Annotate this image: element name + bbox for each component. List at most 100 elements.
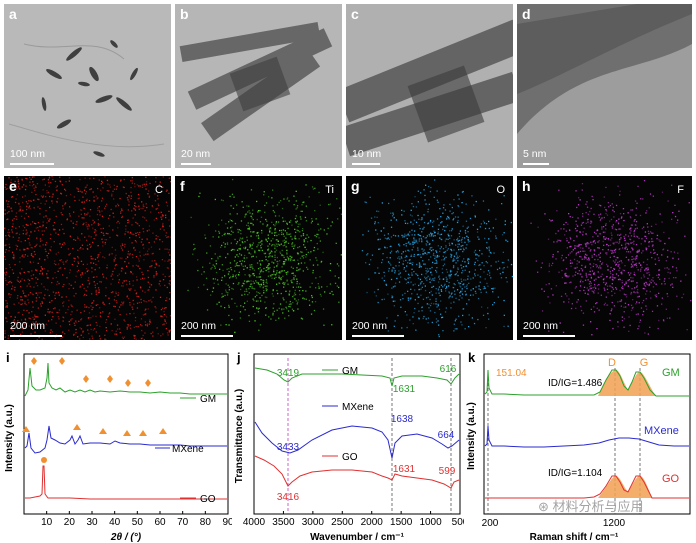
eds-dot bbox=[166, 267, 168, 269]
eds-dot bbox=[17, 295, 19, 297]
eds-dot bbox=[58, 309, 61, 311]
eds-dot bbox=[668, 268, 670, 270]
eds-dot bbox=[209, 262, 211, 264]
eds-dot bbox=[617, 265, 619, 267]
eds-dot bbox=[146, 238, 148, 240]
eds-dot bbox=[467, 258, 469, 260]
eds-dot bbox=[6, 302, 8, 304]
eds-dot bbox=[118, 281, 120, 283]
eds-dot bbox=[661, 283, 663, 285]
eds-dot bbox=[88, 235, 90, 237]
eds-dot bbox=[68, 299, 70, 302]
eds-dot bbox=[125, 230, 127, 233]
legend-go: GO bbox=[342, 452, 358, 463]
eds-dot bbox=[444, 283, 446, 285]
eds-dot bbox=[316, 259, 318, 261]
eds-dot bbox=[686, 329, 688, 331]
eds-dot bbox=[646, 223, 648, 225]
eds-dot bbox=[315, 236, 318, 238]
eds-dot bbox=[122, 337, 124, 340]
eds-dot bbox=[326, 217, 329, 220]
eds-dot bbox=[428, 185, 430, 188]
eds-dot bbox=[27, 271, 29, 273]
eds-dot bbox=[68, 180, 70, 182]
eds-dot bbox=[467, 278, 469, 280]
eds-dot bbox=[630, 304, 633, 306]
eds-dot bbox=[74, 257, 76, 260]
scale-bar bbox=[10, 335, 62, 337]
eds-dot bbox=[658, 239, 660, 241]
eds-dot bbox=[442, 207, 445, 209]
eds-dot bbox=[60, 267, 62, 269]
eds-dot bbox=[449, 244, 451, 246]
eds-dot bbox=[280, 277, 282, 279]
eds-dot bbox=[602, 240, 604, 243]
eds-dot bbox=[611, 203, 613, 205]
eds-dot bbox=[125, 313, 128, 315]
eds-dot bbox=[484, 237, 486, 240]
eds-dot bbox=[411, 272, 413, 274]
eds-dot bbox=[249, 246, 251, 248]
eds-dot bbox=[548, 270, 550, 273]
eds-dot bbox=[145, 253, 147, 255]
eds-dot bbox=[628, 274, 631, 276]
eds-dot bbox=[109, 214, 111, 217]
scale-text: 100 nm bbox=[10, 148, 46, 160]
eds-dot bbox=[425, 244, 428, 246]
eds-dot bbox=[11, 210, 13, 212]
eds-dot bbox=[590, 277, 593, 279]
eds-dot bbox=[244, 214, 246, 216]
eds-dot bbox=[265, 279, 268, 281]
eds-dot bbox=[613, 277, 615, 279]
eds-dot bbox=[92, 337, 94, 339]
eds-dot bbox=[49, 176, 51, 178]
eds-dot bbox=[153, 276, 155, 279]
eds-dot bbox=[60, 212, 62, 214]
eds-dot bbox=[425, 318, 427, 320]
eds-dot bbox=[248, 252, 250, 254]
eds-dot bbox=[81, 209, 83, 211]
eds-dot bbox=[111, 330, 113, 332]
eds-dot bbox=[230, 205, 232, 207]
eds-dot bbox=[32, 176, 35, 178]
eds-dot bbox=[132, 256, 134, 259]
eds-dot bbox=[647, 226, 649, 228]
eds-dot bbox=[442, 248, 445, 250]
eds-dot bbox=[236, 241, 239, 243]
eds-dot bbox=[293, 245, 295, 248]
eds-dot bbox=[88, 283, 90, 285]
eds-dot bbox=[52, 316, 54, 318]
eds-dot bbox=[435, 292, 437, 294]
eds-dot bbox=[606, 263, 608, 266]
eds-dot bbox=[232, 274, 234, 276]
eds-dot bbox=[457, 267, 459, 269]
eds-dot bbox=[276, 289, 278, 292]
eds-dot bbox=[474, 261, 476, 264]
eds-dot bbox=[489, 272, 491, 274]
x-tick-label: 1500 bbox=[390, 517, 413, 528]
eds-dot bbox=[405, 279, 407, 281]
eds-dot bbox=[271, 244, 273, 246]
eds-dot bbox=[84, 236, 86, 238]
eds-dot bbox=[446, 280, 448, 282]
eds-dot bbox=[408, 297, 410, 299]
eds-dot bbox=[603, 304, 605, 306]
eds-dot bbox=[131, 210, 133, 212]
eds-dot bbox=[364, 201, 366, 203]
eds-dot bbox=[56, 281, 59, 283]
eds-dot bbox=[288, 291, 291, 293]
eds-dot bbox=[624, 294, 626, 296]
eds-dot bbox=[58, 294, 60, 296]
eds-dot bbox=[26, 203, 29, 205]
eds-dot bbox=[483, 286, 485, 288]
eds-dot bbox=[260, 247, 262, 249]
eds-dot bbox=[128, 196, 130, 198]
eds-dot bbox=[383, 280, 385, 282]
eds-dot bbox=[5, 267, 7, 270]
eds-dot bbox=[459, 230, 461, 232]
eds-dot bbox=[497, 296, 499, 298]
eds-dot bbox=[630, 291, 633, 294]
eds-dot bbox=[89, 246, 92, 248]
eds-dot bbox=[203, 271, 205, 273]
eds-dot bbox=[249, 276, 251, 278]
